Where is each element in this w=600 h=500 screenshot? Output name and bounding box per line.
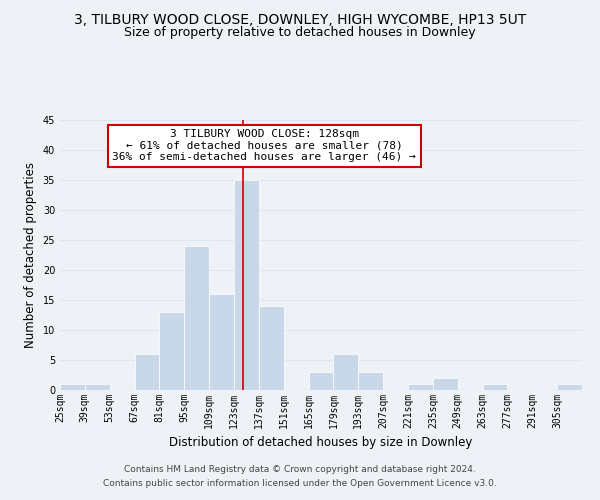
Text: 3, TILBURY WOOD CLOSE, DOWNLEY, HIGH WYCOMBE, HP13 5UT: 3, TILBURY WOOD CLOSE, DOWNLEY, HIGH WYC…: [74, 12, 526, 26]
Bar: [184, 246, 209, 390]
Text: 3 TILBURY WOOD CLOSE: 128sqm
← 61% of detached houses are smaller (78)
36% of se: 3 TILBURY WOOD CLOSE: 128sqm ← 61% of de…: [112, 129, 416, 162]
Bar: [308, 372, 334, 390]
Bar: [234, 180, 259, 390]
Bar: [85, 384, 110, 390]
Bar: [557, 384, 582, 390]
Bar: [408, 384, 433, 390]
Text: Size of property relative to detached houses in Downley: Size of property relative to detached ho…: [124, 26, 476, 39]
Bar: [482, 384, 508, 390]
X-axis label: Distribution of detached houses by size in Downley: Distribution of detached houses by size …: [169, 436, 473, 450]
Bar: [209, 294, 234, 390]
Bar: [334, 354, 358, 390]
Bar: [134, 354, 160, 390]
Bar: [259, 306, 284, 390]
Y-axis label: Number of detached properties: Number of detached properties: [24, 162, 37, 348]
Bar: [160, 312, 184, 390]
Text: Contains HM Land Registry data © Crown copyright and database right 2024.
Contai: Contains HM Land Registry data © Crown c…: [103, 466, 497, 487]
Bar: [60, 384, 85, 390]
Bar: [433, 378, 458, 390]
Bar: [358, 372, 383, 390]
